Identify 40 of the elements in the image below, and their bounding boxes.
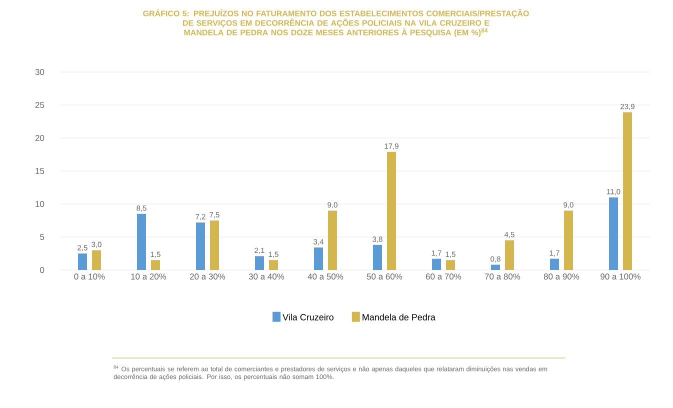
bar bbox=[550, 258, 559, 270]
bar bbox=[210, 220, 219, 270]
bar bbox=[564, 210, 573, 270]
legend-label: Mandela de Pedra bbox=[362, 314, 436, 320]
x-tick-label: 30 a 40% bbox=[248, 274, 284, 280]
bar bbox=[137, 214, 146, 270]
bar bbox=[328, 210, 337, 270]
x-tick-label: 90 a 100% bbox=[600, 274, 641, 280]
x-tick-label: 60 a 70% bbox=[426, 274, 462, 280]
x-tick-label: 0 a 10% bbox=[74, 274, 105, 280]
x-tick-label: 40 a 50% bbox=[308, 274, 344, 280]
bar bbox=[314, 248, 323, 270]
bar bbox=[491, 264, 500, 270]
legend-label: Vila Cruzeiro bbox=[282, 314, 334, 320]
chart-title: GRÁFICO 5: PREJUÍZOS NO FATURAMENTO DOS ESTABELECIMENTOS COMERCIAIS/PRESTAÇÃO DE SERVIÇOS EM DECORRÊNCIA DE AÇÕES POLICIAIS NA VILA CRUZEIRO E MANDELA DE PEDRA NOS DOZE MESES ANTERIORES À PESQUISA (EM %)$^{84}$ bbox=[143, 9, 529, 37]
bar bbox=[505, 240, 514, 270]
y-tick-label: 5 bbox=[40, 234, 44, 240]
bar bbox=[151, 260, 160, 270]
bar bbox=[432, 258, 441, 270]
bar bbox=[373, 244, 382, 270]
y-tick-label: 0 bbox=[40, 266, 44, 274]
y-tick-label: 15 bbox=[36, 168, 44, 174]
y-tick-label: 25 bbox=[35, 102, 44, 108]
x-tick-label: 80 a 90% bbox=[544, 274, 580, 280]
bar bbox=[446, 260, 455, 270]
bar bbox=[609, 197, 618, 270]
x-tick-label: 50 a 60% bbox=[366, 274, 402, 280]
x-tick-label: 20 a 30% bbox=[190, 274, 226, 280]
bar bbox=[269, 260, 278, 270]
y-tick-label: 10 bbox=[36, 201, 44, 208]
bar bbox=[92, 250, 102, 270]
bar bbox=[78, 254, 87, 270]
bar bbox=[196, 222, 205, 270]
bar bbox=[623, 112, 632, 270]
y-tick-label: 30 bbox=[35, 69, 44, 76]
bar bbox=[255, 256, 264, 270]
bar bbox=[387, 152, 396, 270]
x-tick-label: 10 a 20% bbox=[131, 274, 166, 280]
y-tick-label: 20 bbox=[35, 135, 44, 142]
x-tick-label: 70 a 80% bbox=[484, 274, 520, 280]
